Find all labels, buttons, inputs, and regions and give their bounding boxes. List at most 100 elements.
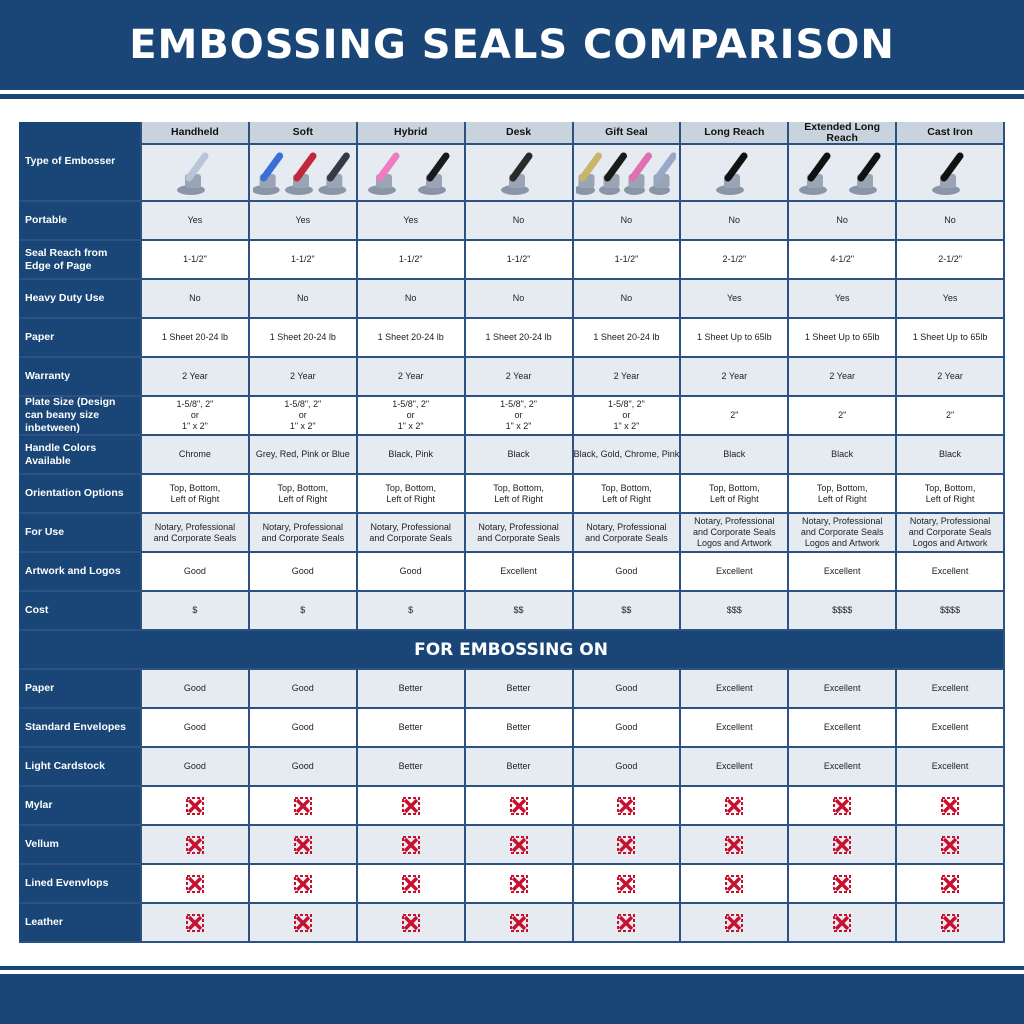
cell-value: Excellent	[681, 748, 788, 785]
not-supported-cell	[357, 787, 464, 824]
cell-value: Good	[249, 670, 356, 707]
not-supported-cell	[357, 826, 464, 863]
cell-value: No	[897, 202, 1003, 239]
cell-value: Grey, Red, Pink or Blue	[249, 436, 356, 473]
cell-value: 1-1/2"	[465, 241, 572, 278]
cell-value: Notary, Professional and Corporate Seals…	[897, 514, 1003, 551]
cell-value: Excellent	[789, 748, 896, 785]
not-supported-cell	[465, 904, 572, 941]
cell-value: Good	[142, 670, 248, 707]
cell-value: Top, Bottom, Left of Right	[897, 475, 1003, 512]
x-mark-icon	[941, 796, 960, 815]
cell-value: Excellent	[789, 709, 896, 746]
row-label: Leather	[19, 904, 140, 941]
cell-value: 1 Sheet Up to 65lb	[897, 319, 1003, 356]
cell-value: Yes	[789, 280, 896, 317]
column-header: Extended Long Reach	[789, 121, 896, 143]
cell-value: Better	[465, 670, 572, 707]
cell-value: No	[681, 202, 788, 239]
cell-value: Top, Bottom, Left of Right	[249, 475, 356, 512]
row-label: Vellum	[19, 826, 140, 863]
cell-value: 1 Sheet Up to 65lb	[789, 319, 896, 356]
product-image	[142, 145, 248, 200]
cell-value: $$$$	[897, 592, 1003, 629]
x-mark-icon	[293, 913, 312, 932]
cell-value: 1-1/2"	[142, 241, 248, 278]
cell-value: Notary, Professional and Corporate Seals	[573, 514, 680, 551]
not-supported-cell	[789, 787, 896, 824]
product-image	[357, 145, 464, 200]
x-mark-icon	[617, 796, 636, 815]
not-supported-cell	[249, 865, 356, 902]
x-mark-icon	[293, 796, 312, 815]
cell-value: 1 Sheet 20-24 lb	[465, 319, 572, 356]
cell-value: Yes	[357, 202, 464, 239]
cell-value: $$	[465, 592, 572, 629]
not-supported-cell	[142, 904, 248, 941]
cell-value: 2 Year	[573, 358, 680, 395]
not-supported-cell	[897, 904, 1003, 941]
x-mark-icon	[833, 874, 852, 893]
cell-value: Black	[897, 436, 1003, 473]
cell-value: Top, Bottom, Left of Right	[465, 475, 572, 512]
x-mark-icon	[185, 874, 204, 893]
x-mark-icon	[185, 913, 204, 932]
not-supported-cell	[142, 787, 248, 824]
column-header: Desk	[465, 122, 572, 143]
cell-value: No	[249, 280, 356, 317]
cell-value: Black	[465, 436, 572, 473]
cell-value: $	[357, 592, 464, 629]
x-mark-icon	[509, 874, 528, 893]
cell-value: Good	[357, 553, 464, 590]
cell-value: Good	[573, 553, 680, 590]
cell-value: Chrome	[142, 436, 248, 473]
cell-value: No	[789, 202, 896, 239]
cell-value: Excellent	[897, 670, 1003, 707]
row-label: Artwork and Logos	[19, 553, 140, 590]
not-supported-cell	[573, 787, 680, 824]
cell-value: No	[573, 280, 680, 317]
cell-value: Yes	[897, 280, 1003, 317]
not-supported-cell	[465, 865, 572, 902]
column-header: Handheld	[142, 122, 248, 143]
cell-value: No	[573, 202, 680, 239]
row-label: Heavy Duty Use	[19, 280, 140, 317]
cell-value: Excellent	[897, 709, 1003, 746]
cell-value: 2"	[789, 397, 896, 434]
x-mark-icon	[617, 913, 636, 932]
x-mark-icon	[725, 835, 744, 854]
cell-value: 1-1/2"	[249, 241, 356, 278]
row-label: Seal Reach from Edge of Page	[19, 241, 140, 278]
cell-value: 1-5/8", 2" or 1" x 2"	[142, 397, 248, 434]
cell-value: Better	[465, 748, 572, 785]
cell-value: 1 Sheet Up to 65lb	[681, 319, 788, 356]
cell-value: Good	[142, 553, 248, 590]
cell-value: Yes	[681, 280, 788, 317]
cell-value: Excellent	[681, 553, 788, 590]
cell-value: Excellent	[897, 748, 1003, 785]
cell-value: 2 Year	[681, 358, 788, 395]
row-label: Cost	[19, 592, 140, 629]
cell-value: 1-5/8", 2" or 1" x 2"	[573, 397, 680, 434]
cell-value: Notary, Professional and Corporate Seals	[357, 514, 464, 551]
product-image	[789, 145, 896, 200]
x-mark-icon	[833, 796, 852, 815]
cell-value: Black, Pink	[357, 436, 464, 473]
x-mark-icon	[725, 796, 744, 815]
row-label: Paper	[19, 670, 140, 707]
cell-value: Notary, Professional and Corporate Seals	[142, 514, 248, 551]
cell-value: No	[465, 202, 572, 239]
not-supported-cell	[249, 904, 356, 941]
not-supported-cell	[465, 826, 572, 863]
x-mark-icon	[509, 796, 528, 815]
cell-value: Good	[249, 709, 356, 746]
row-label: Mylar	[19, 787, 140, 824]
row-label: Orientation Options	[19, 475, 140, 512]
cell-value: Yes	[142, 202, 248, 239]
cell-value: 2"	[897, 397, 1003, 434]
not-supported-cell	[789, 826, 896, 863]
comparison-table: Type of Embosser Handheld Soft Hybrid Desk Gi…	[19, 121, 1005, 943]
x-mark-icon	[185, 796, 204, 815]
product-image	[249, 145, 356, 200]
cell-value: No	[357, 280, 464, 317]
